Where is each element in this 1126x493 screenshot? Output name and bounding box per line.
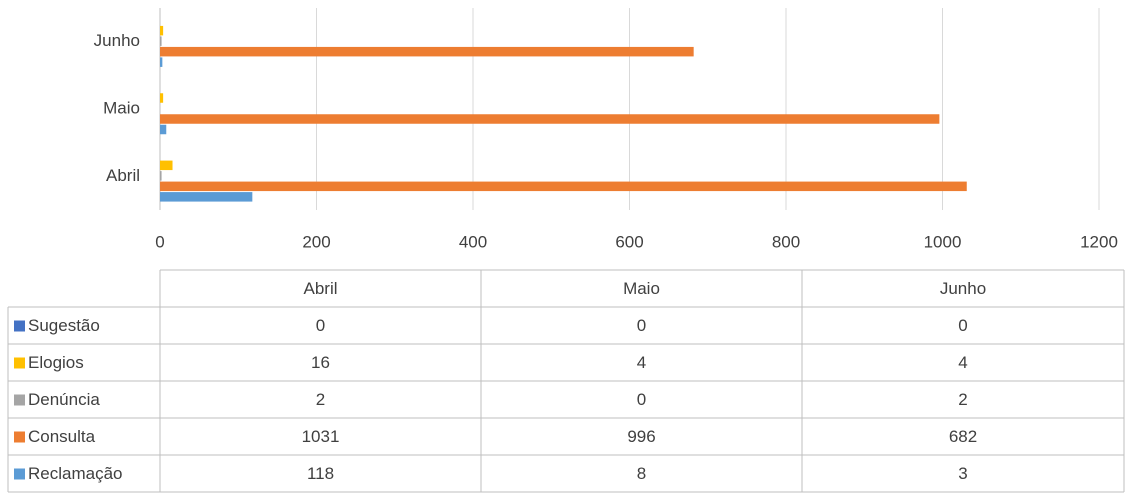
bar [160, 93, 164, 103]
x-tick-label: 400 [459, 232, 487, 251]
x-tick-label: 0 [155, 232, 164, 251]
bar [160, 36, 162, 46]
bar [160, 181, 967, 192]
bar [160, 25, 164, 36]
table-value: 3 [958, 464, 967, 483]
x-tick-label: 200 [302, 232, 330, 251]
y-tick-label: Abril [106, 166, 140, 185]
x-tick-label: 1000 [924, 232, 962, 251]
legend-swatch [14, 357, 25, 369]
table-header: Abril [303, 279, 337, 298]
table-value: 4 [637, 353, 646, 372]
bar [160, 124, 167, 135]
bar [160, 160, 173, 171]
table-value: 0 [958, 316, 967, 335]
table-value: 2 [316, 390, 325, 409]
table-value: 0 [637, 390, 646, 409]
legend-label: Reclamação [28, 464, 123, 483]
bar [160, 46, 694, 57]
table-value: 8 [637, 464, 646, 483]
bar [160, 192, 253, 202]
table-value: 16 [311, 353, 330, 372]
table-value: 0 [316, 316, 325, 335]
table-header: Junho [940, 279, 986, 298]
legend-label: Denúncia [28, 390, 100, 409]
bar [160, 171, 162, 181]
y-tick-label: Maio [103, 98, 140, 117]
table-value: 996 [627, 427, 655, 446]
bar [160, 114, 940, 124]
table-value: 1031 [302, 427, 340, 446]
legend-swatch [14, 394, 25, 406]
table-value: 2 [958, 390, 967, 409]
x-tick-label: 600 [615, 232, 643, 251]
legend-label: Elogios [28, 353, 84, 372]
table-header: Maio [623, 279, 660, 298]
bar [160, 57, 163, 67]
legend-label: Sugestão [28, 316, 100, 335]
table-value: 0 [637, 316, 646, 335]
x-tick-label: 1200 [1080, 232, 1118, 251]
table-value: 118 [307, 464, 334, 483]
legend-swatch [14, 431, 25, 443]
legend-swatch [14, 320, 25, 332]
table-value: 4 [958, 353, 967, 372]
table-value: 682 [949, 427, 977, 446]
legend-label: Consulta [28, 427, 96, 446]
legend-swatch [14, 468, 25, 480]
y-tick-label: Junho [94, 31, 140, 50]
x-tick-label: 800 [772, 232, 800, 251]
